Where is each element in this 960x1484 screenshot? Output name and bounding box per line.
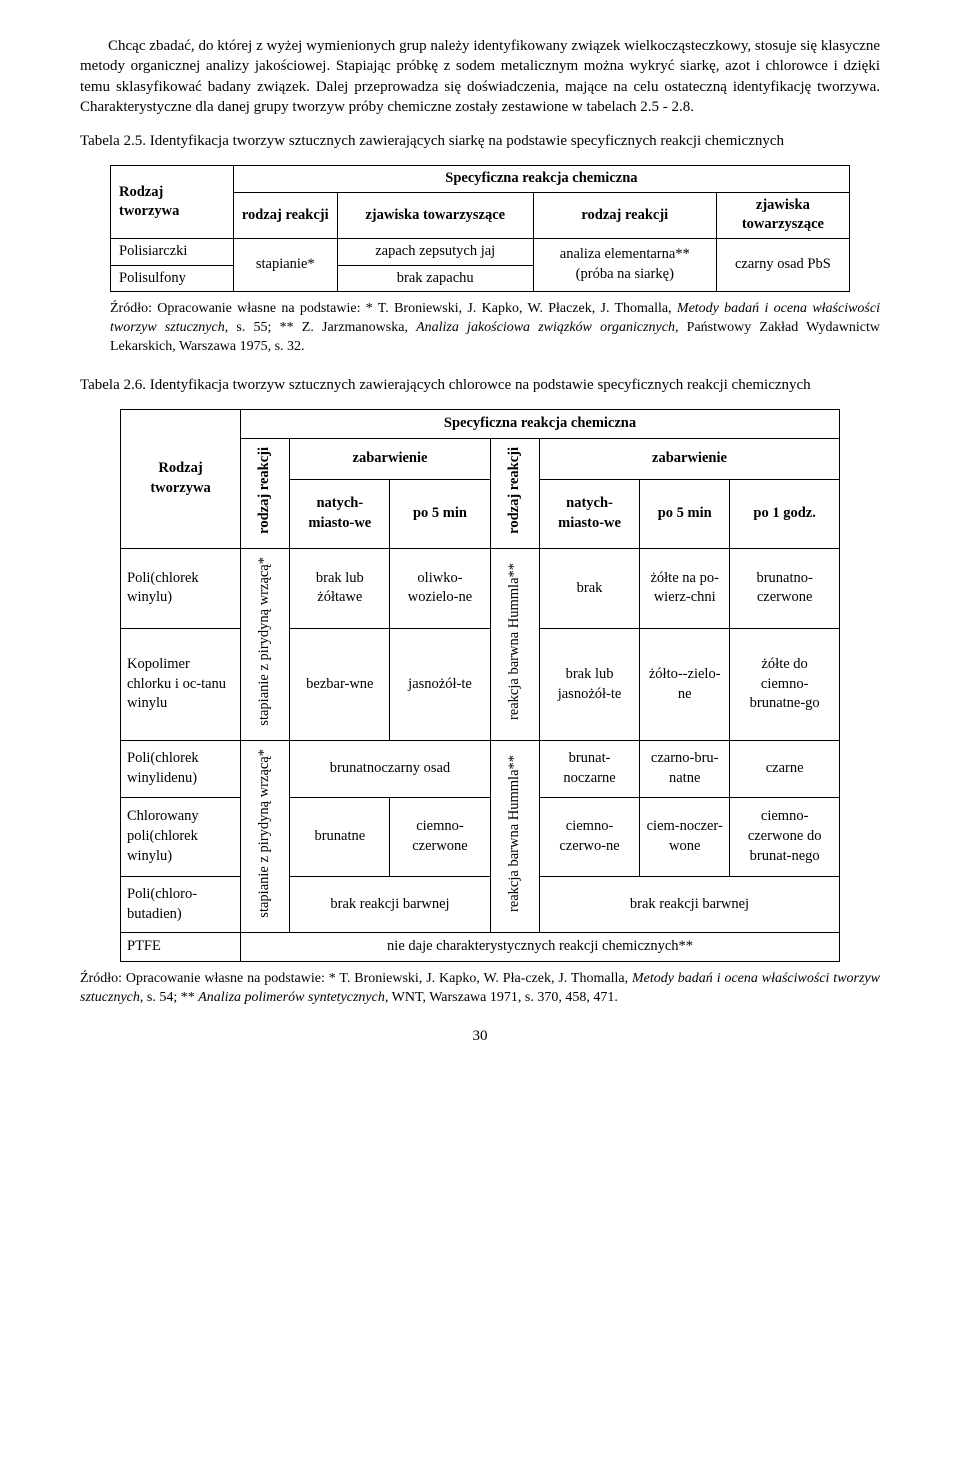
t26-h-nat1: natych-miasto-we: [290, 479, 390, 548]
t25-r2-name: Polisulfony: [111, 265, 234, 292]
t26-h-rr2: rodzaj reakcji: [490, 438, 539, 548]
t26-h-rr: rodzaj reakcji: [241, 438, 290, 548]
t25-h-zj: zjawiska towarzyszące: [337, 192, 533, 238]
t26-h-po5-1: po 5 min: [390, 479, 490, 548]
t26-rr1-rot-a: stapianie z pirydyną wrzącą*: [257, 553, 273, 730]
t25-src-it2: Analiza jakościowa związków organicznych: [416, 320, 675, 335]
t26-pvc-c5: brunatno-czerwone: [730, 548, 840, 628]
t26-pvdc-name: Poli(chlorek winylidenu): [121, 741, 241, 797]
table-row: Poli(chlorek winylidenu) stapianie z pir…: [121, 741, 840, 797]
t26-src-it2: Analiza polimerów syntetycznych: [198, 990, 385, 1005]
t26-pvc-name: Poli(chlorek winylu): [121, 548, 241, 628]
t26-rr1-a: stapianie z pirydyną wrzącą*: [241, 548, 290, 740]
t26-pvc-c2: oliwko-wozielo-ne: [390, 548, 490, 628]
t26-rr1-b: stapianie z pirydyną wrzącą*: [241, 741, 290, 933]
t26-pcb-name: Poli(chloro-butadien): [121, 877, 241, 933]
t26-chl-name: Chlorowany poli(chlorek winylu): [121, 797, 241, 876]
t26-h-nat2: natych-miasto-we: [539, 479, 639, 548]
t26-ptfe-all: nie daje charakterystycznych reakcji che…: [241, 933, 840, 962]
t25-source: Źródło: Opracowanie własne na podstawie:…: [110, 300, 880, 357]
t26-kop-name: Kopolimer chlorku i oc-tanu winylu: [121, 628, 241, 740]
t25-src-pre: Źródło: Opracowanie własne na podstawie:…: [110, 301, 677, 316]
t26-chl-c1: brunatne: [290, 797, 390, 876]
table-25-title: Tabela 2.5. Identyfikacja tworzyw sztucz…: [80, 131, 880, 151]
t26-chl-c2: ciemno-czerwone: [390, 797, 490, 876]
t25-r1-name: Polisiarczki: [111, 238, 234, 265]
t26-ptfe-name: PTFE: [121, 933, 241, 962]
t26-src-mid: , s. 54; **: [140, 990, 198, 1005]
t26-kop-c4: żółto-​-zielo-ne: [640, 628, 730, 740]
t26-pcb-c345: brak reakcji barwnej: [539, 877, 839, 933]
t25-rr2: analiza elementarna** (próba na siarkę): [533, 238, 716, 291]
t26-h-zab-1: zabarwienie: [290, 438, 490, 479]
t26-rr2-rot-b: reakcja barwna Hummla**: [507, 751, 523, 916]
t26-src-pre: Źródło: Opracowanie własne na podstawie:…: [80, 971, 632, 986]
t26-rr2-rot: rodzaj reakcji: [507, 443, 523, 538]
t26-h-rodzaj: Rodzaj tworzywa: [121, 409, 241, 548]
table-row: PTFE nie daje charakterystycznych reakcj…: [121, 933, 840, 962]
t25-h-rodzaj: Rodzaj tworzywa: [111, 166, 234, 239]
t26-pvc-c1: brak lub żółtawe: [290, 548, 390, 628]
t26-rr2-b: reakcja barwna Hummla**: [490, 741, 539, 933]
t26-pvdc-c5: czarne: [730, 741, 840, 797]
t26-rr2-a: reakcja barwna Hummla**: [490, 548, 539, 740]
t25-stapianie: stapianie*: [233, 238, 337, 291]
t26-h-spec: Specyficzna reakcja chemiczna: [241, 409, 840, 438]
table-row: Poli(chloro-butadien) brak reakcji barwn…: [121, 877, 840, 933]
t26-pcb-c12: brak reakcji barwnej: [290, 877, 490, 933]
table-row: Chlorowany poli(chlorek winylu) brunatne…: [121, 797, 840, 876]
t26-src-post: , WNT, Warszawa 1971, s. 370, 458, 471.: [385, 990, 618, 1005]
t26-chl-c5: ciemno-czerwone do brunat-nego: [730, 797, 840, 876]
t26-source: Źródło: Opracowanie własne na podstawie:…: [80, 970, 880, 1008]
page-number: 30: [80, 1026, 880, 1046]
t26-chl-c3: ciemno-czerwo-ne: [539, 797, 639, 876]
t25-h-rr2: rodzaj reakcji: [533, 192, 716, 238]
table-row: Polisiarczki stapianie* zapach zepsutych…: [111, 238, 850, 265]
t25-h-spec: Specyficzna reakcja chemiczna: [233, 166, 849, 193]
t25-r1-zj2: czarny osad PbS: [716, 238, 849, 291]
t26-kop-c1: bezbar-wne: [290, 628, 390, 740]
t25-r2-zj: brak zapachu: [337, 265, 533, 292]
table-25: Rodzaj tworzywa Specyficzna reakcja chem…: [110, 165, 850, 292]
t26-pvc-c4: żółte na po-wierz-chni: [640, 548, 730, 628]
table-26-title: Tabela 2.6. Identyfikacja tworzyw sztucz…: [80, 375, 880, 395]
t25-src-mid1: , s. 55; ** Z. Jarzmanowska,: [225, 320, 416, 335]
table-row: Kopolimer chlorku i oc-tanu winylu bezba…: [121, 628, 840, 740]
t26-rr-rot: rodzaj reakcji: [257, 443, 273, 538]
t26-h-po5-2: po 5 min: [640, 479, 730, 548]
t25-h-zj2: zjawiska towarzyszące: [716, 192, 849, 238]
intro-paragraph: Chcąc zbadać, do której z wyżej wymienio…: [80, 36, 880, 117]
table-26: Rodzaj tworzywa Specyficzna reakcja chem…: [120, 409, 840, 962]
t26-chl-c4: ciem-noczer-wone: [640, 797, 730, 876]
t26-rr2-rot-a: reakcja barwna Hummla**: [507, 559, 523, 724]
t26-pvdc-c12: brunatnoczarny osad: [290, 741, 490, 797]
t26-pvdc-c4: czarno-bru-natne: [640, 741, 730, 797]
t26-rr1-rot-b: stapianie z pirydyną wrzącą*: [257, 745, 273, 922]
t25-h-rr: rodzaj reakcji: [233, 192, 337, 238]
t26-kop-c5: żółte do ciemno-brunatne-go: [730, 628, 840, 740]
t26-kop-c3: brak lub jasnożół-te: [539, 628, 639, 740]
t25-r1-zj: zapach zepsutych jaj: [337, 238, 533, 265]
table-row: Poli(chlorek winylu) stapianie z pirydyn…: [121, 548, 840, 628]
t26-pvc-c3: brak: [539, 548, 639, 628]
t26-kop-c2: jasnożół-te: [390, 628, 490, 740]
t26-h-po1: po 1 godz.: [730, 479, 840, 548]
t26-h-zab-2: zabarwienie: [539, 438, 839, 479]
t26-pvdc-c3: brunat-noczarne: [539, 741, 639, 797]
